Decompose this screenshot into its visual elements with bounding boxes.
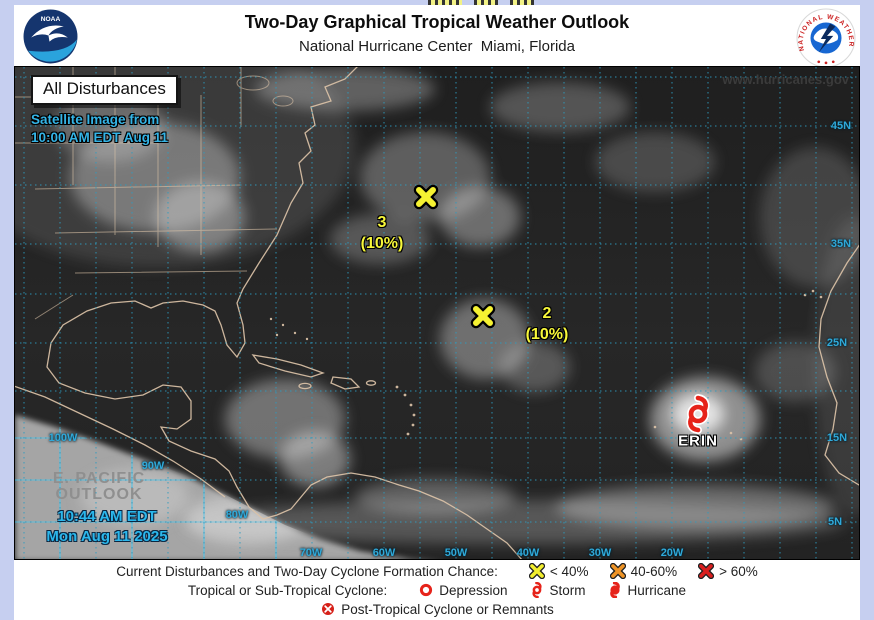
legend-row-post-tropical: Post-Tropical Cyclone or Remnants xyxy=(14,601,860,617)
nws-logo-icon: NATIONAL WEATHER SERVICE xyxy=(796,8,856,68)
graticule-grid xyxy=(15,67,859,559)
storm-icon xyxy=(531,582,542,598)
disturbance-marker-2[interactable] xyxy=(470,303,496,329)
svg-text:NOAA: NOAA xyxy=(41,16,61,23)
legend: Current Disturbances and Two-Day Cyclone… xyxy=(14,560,860,620)
cloud-field xyxy=(15,67,859,544)
legend-item-depression: Depression xyxy=(418,582,508,598)
header: NOAA Two-Day Graphical Tropical Weather … xyxy=(14,5,860,68)
legend-cyclone-label: Tropical or Sub-Tropical Cyclone: xyxy=(187,582,388,598)
satellite-map: All Disturbances Satellite Image from 10… xyxy=(14,66,860,560)
legend-item-med: 40-60% xyxy=(609,563,677,579)
mode-label: All Disturbances xyxy=(31,75,178,105)
satellite-caption: Satellite Image from 10:00 AM EDT Aug 11 xyxy=(31,112,169,145)
x-red-icon xyxy=(698,563,715,579)
website-link[interactable]: www.hurricanes.gov xyxy=(722,72,849,87)
page-title: Two-Day Graphical Tropical Weather Outlo… xyxy=(244,12,630,32)
page-subtitle: National Hurricane Center Miami, Florida xyxy=(299,38,575,55)
legend-row-cyclone: Tropical or Sub-Tropical Cyclone: Depres… xyxy=(14,582,860,598)
legend-item-storm: Storm xyxy=(529,582,586,598)
legend-chance-label: Current Disturbances and Two-Day Cyclone… xyxy=(116,563,498,579)
legend-item-hurricane: Hurricane xyxy=(607,582,686,598)
legend-item-high: > 60% xyxy=(698,563,758,579)
x-orange-icon xyxy=(609,563,626,579)
noaa-logo-icon: NOAA xyxy=(23,9,78,64)
x-yellow-icon xyxy=(528,563,545,579)
legend-row-chance: Current Disturbances and Two-Day Cyclone… xyxy=(14,563,860,579)
tropical-storm-erin-icon[interactable] xyxy=(686,394,710,434)
hurricane-icon xyxy=(609,582,620,598)
legend-item-post-tropical: Post-Tropical Cyclone or Remnants xyxy=(320,601,554,617)
depression-icon xyxy=(420,583,433,597)
legend-item-low: < 40% xyxy=(528,563,589,579)
post-tropical-icon xyxy=(322,603,335,615)
disturbance-marker-3[interactable] xyxy=(413,184,439,210)
